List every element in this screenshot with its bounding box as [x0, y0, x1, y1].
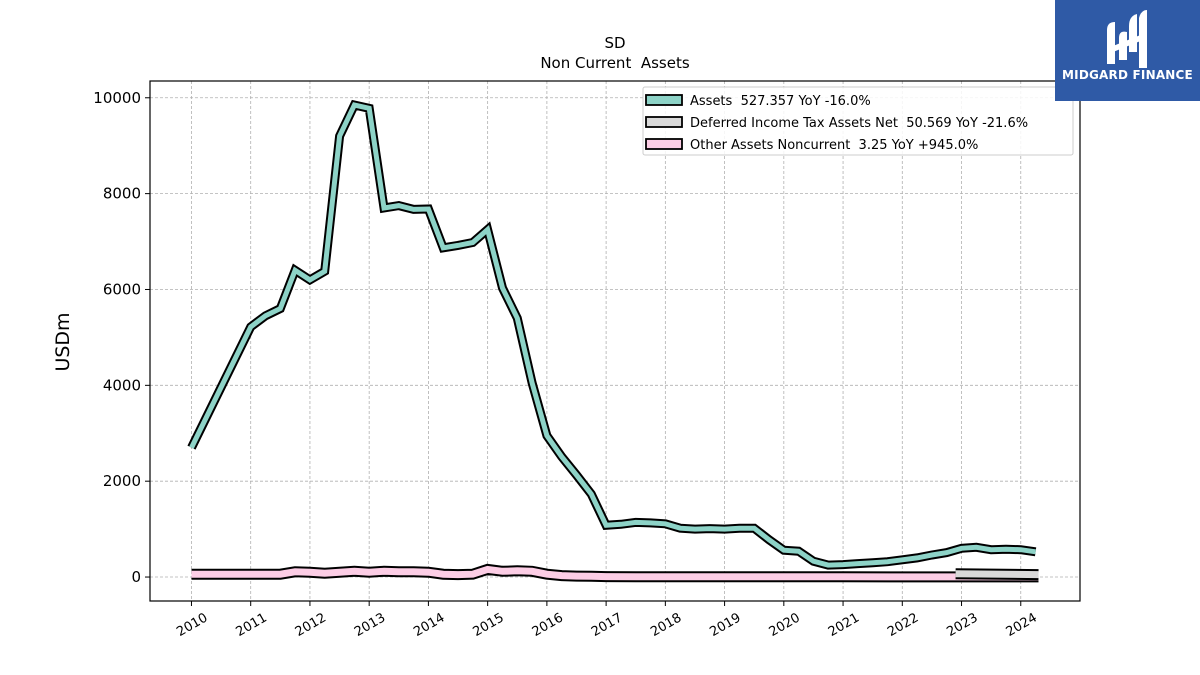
x-tick-label: 2019 — [707, 610, 743, 640]
y-tick-label: 10000 — [93, 89, 141, 107]
x-tick-label: 2015 — [470, 610, 506, 640]
series-outline — [187, 99, 1037, 570]
x-tick-label: 2017 — [589, 610, 625, 640]
grid — [150, 81, 1080, 601]
legend-label: Other Assets Noncurrent 3.25 YoY +945.0% — [690, 138, 978, 153]
series-line — [955, 570, 1039, 579]
legend-swatch — [645, 138, 683, 150]
plot-frame — [149, 80, 1081, 602]
brand-logo: MIDGARD FINANCE — [1055, 0, 1200, 101]
x-tick-label: 2021 — [826, 610, 862, 640]
y-tick-label: 0 — [131, 568, 141, 586]
legend-swatch — [645, 116, 683, 128]
x-tick-label: 2024 — [1004, 610, 1040, 640]
x-tick-label: 2022 — [885, 610, 921, 640]
legend-label: Assets 527.357 YoY -16.0% — [690, 94, 871, 109]
x-tick-label: 2010 — [174, 610, 210, 640]
x-tick-label: 2016 — [530, 610, 566, 640]
legend: Assets 527.357 YoY -16.0% Deferred Income… — [642, 86, 1074, 156]
x-tick-label: 2020 — [767, 610, 803, 640]
x-tick-label: 2011 — [234, 610, 270, 640]
legend-box — [642, 86, 1074, 156]
x-tick-label: 2023 — [944, 610, 980, 640]
x-tick-label: 2012 — [293, 610, 329, 640]
series-line — [189, 102, 1036, 568]
x-tick-label: 2018 — [648, 610, 684, 640]
y-tick-label: 2000 — [103, 472, 141, 490]
chart-title: SD — [604, 34, 625, 52]
chart-subtitle: Non Current Assets — [540, 54, 690, 72]
x-tick-label: 2013 — [352, 610, 388, 640]
y-tick-label: 8000 — [103, 185, 141, 203]
legend-swatch — [645, 94, 683, 106]
series-layer — [187, 99, 1039, 583]
logo-mark-icon — [1107, 10, 1147, 68]
x-tick-label: 2014 — [411, 610, 447, 640]
logo-text: MIDGARD FINANCE — [1062, 68, 1193, 82]
series-line — [191, 565, 1039, 581]
y-tick-label: 6000 — [103, 280, 141, 298]
legend-label: Deferred Income Tax Assets Net 50.569 Yo… — [690, 116, 1028, 131]
y-axis-label: USDm — [52, 312, 74, 371]
y-tick-label: 4000 — [103, 376, 141, 394]
